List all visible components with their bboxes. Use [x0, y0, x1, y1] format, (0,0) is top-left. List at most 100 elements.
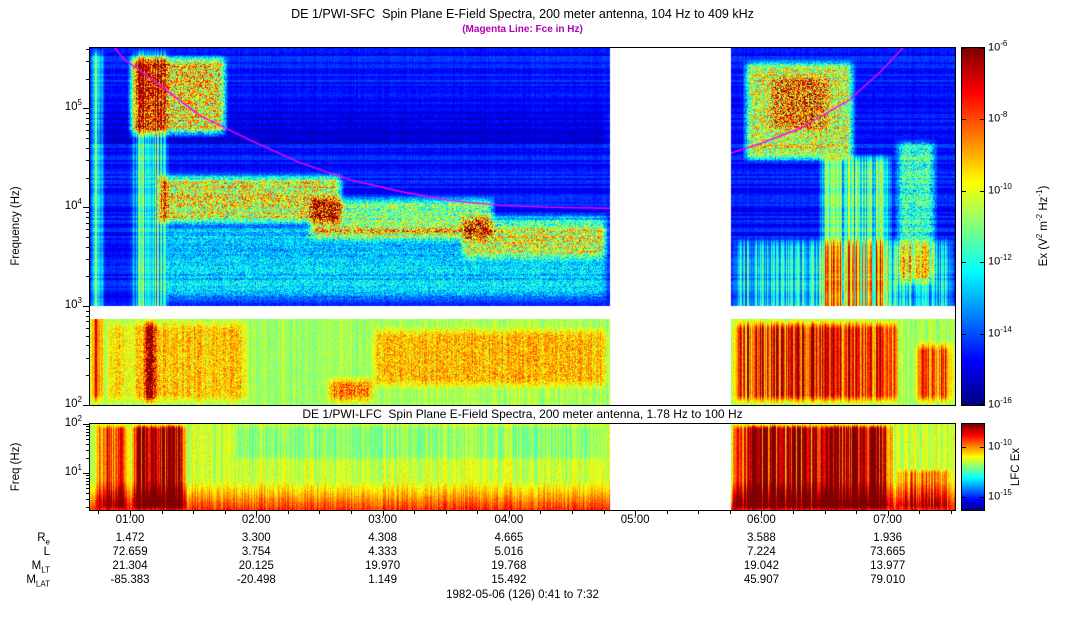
tick-mark: [86, 488, 90, 489]
ephemeris-value: 19.042: [743, 560, 779, 572]
ephemeris-value: 72.659: [112, 546, 148, 558]
tick-mark: [86, 429, 90, 430]
tick-mark: [86, 345, 90, 346]
tick-mark: [288, 511, 289, 514]
tick-mark: [162, 511, 163, 514]
tick-mark: [793, 511, 794, 514]
tick-mark: [86, 217, 90, 218]
colorbar-tick-label: 10-12: [988, 253, 1012, 268]
tick-mark: [761, 511, 762, 516]
tick-mark: [256, 511, 257, 516]
tick-mark: [86, 311, 90, 312]
lfc-colorbar: [961, 423, 985, 511]
tick-mark: [86, 358, 90, 359]
tick-mark: [980, 191, 984, 192]
colorbar-tick-label: 10-6: [988, 39, 1008, 54]
ephemeris-value: 15.492: [491, 574, 527, 586]
tick-mark: [962, 119, 966, 120]
y-tick-label: 104: [64, 197, 82, 213]
tick-mark: [83, 405, 90, 406]
tick-mark: [83, 108, 90, 109]
tick-mark: [86, 336, 90, 337]
ephemeris-row-label: Re: [37, 532, 50, 547]
tick-mark: [86, 316, 90, 317]
ephemeris-value: -85.383: [110, 574, 150, 586]
tick-mark: [83, 424, 90, 425]
ephemeris-value: 21.304: [112, 560, 148, 572]
lfc-colorbar-label: LFC Ex: [1010, 447, 1022, 487]
tick-mark: [980, 119, 984, 120]
tick-mark: [86, 328, 90, 329]
tick-mark: [86, 49, 90, 50]
tick-mark: [86, 426, 90, 427]
colorbar-tick-label: 10-15: [988, 488, 1012, 503]
ephemeris-value: 19.970: [364, 560, 401, 572]
tick-mark: [86, 499, 90, 500]
y-tick-label: 102: [64, 395, 82, 410]
ephemeris-value: 79.010: [870, 574, 906, 586]
tick-mark: [962, 497, 966, 498]
lfc-panel-title: DE 1/PWI-LFC Spin Plane E-Field Spectra,…: [302, 407, 743, 421]
tick-mark: [86, 435, 90, 436]
tick-mark: [86, 444, 90, 445]
tick-mark: [86, 478, 90, 479]
sfc-colorbar: [961, 47, 985, 406]
lfc-spectrogram-canvas: [89, 423, 956, 511]
tick-mark: [888, 511, 889, 516]
tick-mark: [962, 48, 966, 49]
ephemeris-value: 19.768: [491, 560, 527, 572]
ephemeris-value: 5.016: [494, 546, 524, 558]
ephemeris-value: 20.125: [238, 560, 274, 572]
tick-mark: [980, 497, 984, 498]
tick-mark: [86, 229, 90, 230]
sfc-spectrogram-canvas: [89, 47, 956, 406]
tick-mark: [83, 306, 90, 307]
tick-mark: [83, 473, 90, 474]
tick-mark: [86, 507, 90, 508]
ephemeris-row-label: L: [43, 546, 50, 558]
y-tick-label: 105: [64, 98, 82, 114]
sfc-panel-title: DE 1/PWI-SFC Spin Plane E-Field Spectra,…: [291, 7, 754, 21]
tick-mark: [962, 191, 966, 192]
ephemeris-value: 13.977: [870, 560, 906, 572]
tick-mark: [980, 262, 984, 263]
colorbar-tick-label: 10-16: [988, 396, 1012, 411]
tick-mark: [225, 511, 226, 514]
tick-mark: [86, 439, 90, 440]
tick-mark: [351, 511, 352, 514]
tick-mark: [86, 458, 90, 459]
tick-mark: [980, 334, 984, 335]
tick-mark: [414, 511, 415, 514]
tick-mark: [962, 404, 966, 405]
tick-mark: [856, 511, 857, 514]
ephemeris-value: 3.300: [241, 532, 271, 544]
tick-mark: [604, 511, 605, 514]
tick-mark: [698, 511, 699, 514]
tick-mark: [86, 113, 90, 114]
ephemeris-value: 7.224: [747, 546, 776, 558]
ephemeris-row-label: MLAT: [26, 574, 50, 589]
tick-mark: [86, 124, 90, 125]
tick-mark: [86, 160, 90, 161]
sfc-y-axis-label: Frequency (Hz): [10, 186, 22, 266]
colorbar-tick-label: 10-10: [988, 181, 1012, 197]
footer-date-range: 1982-05-06 (126) 0:41 to 7:32: [446, 589, 599, 601]
time-tick-label: 01:00: [115, 514, 145, 526]
ephemeris-row-label: MLT: [31, 560, 50, 575]
time-tick-label: 07:00: [873, 514, 903, 526]
tick-mark: [86, 118, 90, 119]
tick-mark: [86, 259, 90, 260]
tick-mark: [509, 511, 510, 516]
ephemeris-value: 4.308: [368, 532, 397, 544]
tick-mark: [86, 276, 90, 277]
tick-mark: [446, 511, 447, 514]
colorbar-tick-label: 10-10: [988, 438, 1012, 453]
tick-mark: [86, 212, 90, 213]
tick-mark: [962, 334, 966, 335]
y-tick-label: 101: [64, 463, 82, 478]
time-tick-label: 02:00: [241, 514, 271, 526]
tick-mark: [980, 404, 984, 405]
colorbar-tick-label: 10-8: [988, 110, 1008, 126]
tick-mark: [383, 511, 384, 516]
